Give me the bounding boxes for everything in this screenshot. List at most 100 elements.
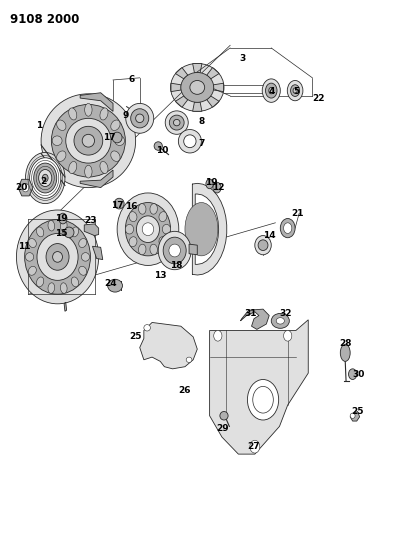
Ellipse shape <box>30 158 61 198</box>
Text: 28: 28 <box>339 339 351 348</box>
Ellipse shape <box>42 174 48 182</box>
Ellipse shape <box>69 161 77 174</box>
Ellipse shape <box>111 151 120 161</box>
Text: 11: 11 <box>18 242 31 251</box>
Ellipse shape <box>280 219 295 238</box>
Ellipse shape <box>159 237 167 247</box>
Text: 13: 13 <box>154 271 166 279</box>
Ellipse shape <box>28 239 36 247</box>
Ellipse shape <box>41 94 136 188</box>
Ellipse shape <box>114 198 124 209</box>
Text: 10: 10 <box>156 146 169 155</box>
Ellipse shape <box>48 283 55 293</box>
Ellipse shape <box>253 386 273 413</box>
Text: 23: 23 <box>84 216 97 225</box>
Ellipse shape <box>276 318 284 324</box>
Ellipse shape <box>185 203 218 256</box>
Text: 21: 21 <box>291 209 304 217</box>
Text: 12: 12 <box>212 183 224 192</box>
Ellipse shape <box>108 279 122 292</box>
Ellipse shape <box>247 379 279 420</box>
Text: 31: 31 <box>245 309 257 318</box>
Ellipse shape <box>184 135 196 148</box>
Ellipse shape <box>66 118 111 163</box>
Text: 5: 5 <box>293 87 299 96</box>
Ellipse shape <box>100 108 108 120</box>
Ellipse shape <box>28 266 36 275</box>
Ellipse shape <box>181 72 214 102</box>
Polygon shape <box>210 320 308 454</box>
Polygon shape <box>240 309 269 329</box>
Ellipse shape <box>250 440 260 453</box>
Ellipse shape <box>129 237 137 247</box>
Ellipse shape <box>72 227 79 237</box>
Ellipse shape <box>163 237 186 264</box>
Text: 25: 25 <box>351 407 364 416</box>
Polygon shape <box>195 194 219 264</box>
Ellipse shape <box>52 136 62 146</box>
Ellipse shape <box>190 80 205 94</box>
Ellipse shape <box>169 244 180 257</box>
Ellipse shape <box>269 87 274 94</box>
Ellipse shape <box>131 109 149 128</box>
Ellipse shape <box>350 413 355 418</box>
Ellipse shape <box>34 163 57 193</box>
Ellipse shape <box>287 80 303 101</box>
Ellipse shape <box>25 152 65 204</box>
Ellipse shape <box>69 108 77 120</box>
Ellipse shape <box>22 183 29 192</box>
Ellipse shape <box>139 204 146 214</box>
Text: 6: 6 <box>128 76 135 84</box>
Ellipse shape <box>150 204 157 214</box>
Text: 18: 18 <box>171 261 183 270</box>
Ellipse shape <box>57 151 66 161</box>
Polygon shape <box>18 179 33 196</box>
Text: 24: 24 <box>104 279 116 288</box>
Text: 7: 7 <box>198 140 205 148</box>
Polygon shape <box>193 102 202 111</box>
Ellipse shape <box>59 213 67 224</box>
Ellipse shape <box>214 330 222 341</box>
Ellipse shape <box>129 212 137 222</box>
Text: 16: 16 <box>125 203 138 211</box>
Ellipse shape <box>144 325 150 331</box>
Text: 19: 19 <box>55 214 68 223</box>
Ellipse shape <box>284 330 292 341</box>
Ellipse shape <box>53 252 62 262</box>
Text: 29: 29 <box>217 424 229 433</box>
Polygon shape <box>80 170 113 188</box>
Ellipse shape <box>154 142 162 150</box>
Ellipse shape <box>25 253 34 261</box>
Ellipse shape <box>162 224 171 234</box>
Text: 1: 1 <box>36 121 42 130</box>
Ellipse shape <box>39 169 52 187</box>
Ellipse shape <box>112 132 122 143</box>
Ellipse shape <box>186 357 192 362</box>
Ellipse shape <box>220 411 228 420</box>
Ellipse shape <box>37 233 78 280</box>
Text: 17: 17 <box>103 133 115 142</box>
Ellipse shape <box>81 253 90 261</box>
Ellipse shape <box>37 227 44 237</box>
Ellipse shape <box>126 103 154 133</box>
Ellipse shape <box>284 223 292 233</box>
Polygon shape <box>193 63 202 72</box>
Text: 4: 4 <box>268 87 275 96</box>
Ellipse shape <box>125 224 134 234</box>
Text: 2: 2 <box>40 177 46 185</box>
Polygon shape <box>175 68 188 79</box>
Ellipse shape <box>60 221 67 231</box>
Ellipse shape <box>72 277 79 287</box>
Ellipse shape <box>136 114 144 123</box>
Ellipse shape <box>48 221 55 231</box>
Text: 15: 15 <box>55 229 68 238</box>
Polygon shape <box>84 224 99 236</box>
Text: 32: 32 <box>280 309 292 318</box>
Ellipse shape <box>255 236 271 255</box>
Ellipse shape <box>16 210 99 304</box>
Polygon shape <box>92 246 103 260</box>
Text: 8: 8 <box>198 117 205 126</box>
Text: 22: 22 <box>312 94 324 103</box>
Ellipse shape <box>291 85 300 96</box>
Ellipse shape <box>206 179 213 189</box>
